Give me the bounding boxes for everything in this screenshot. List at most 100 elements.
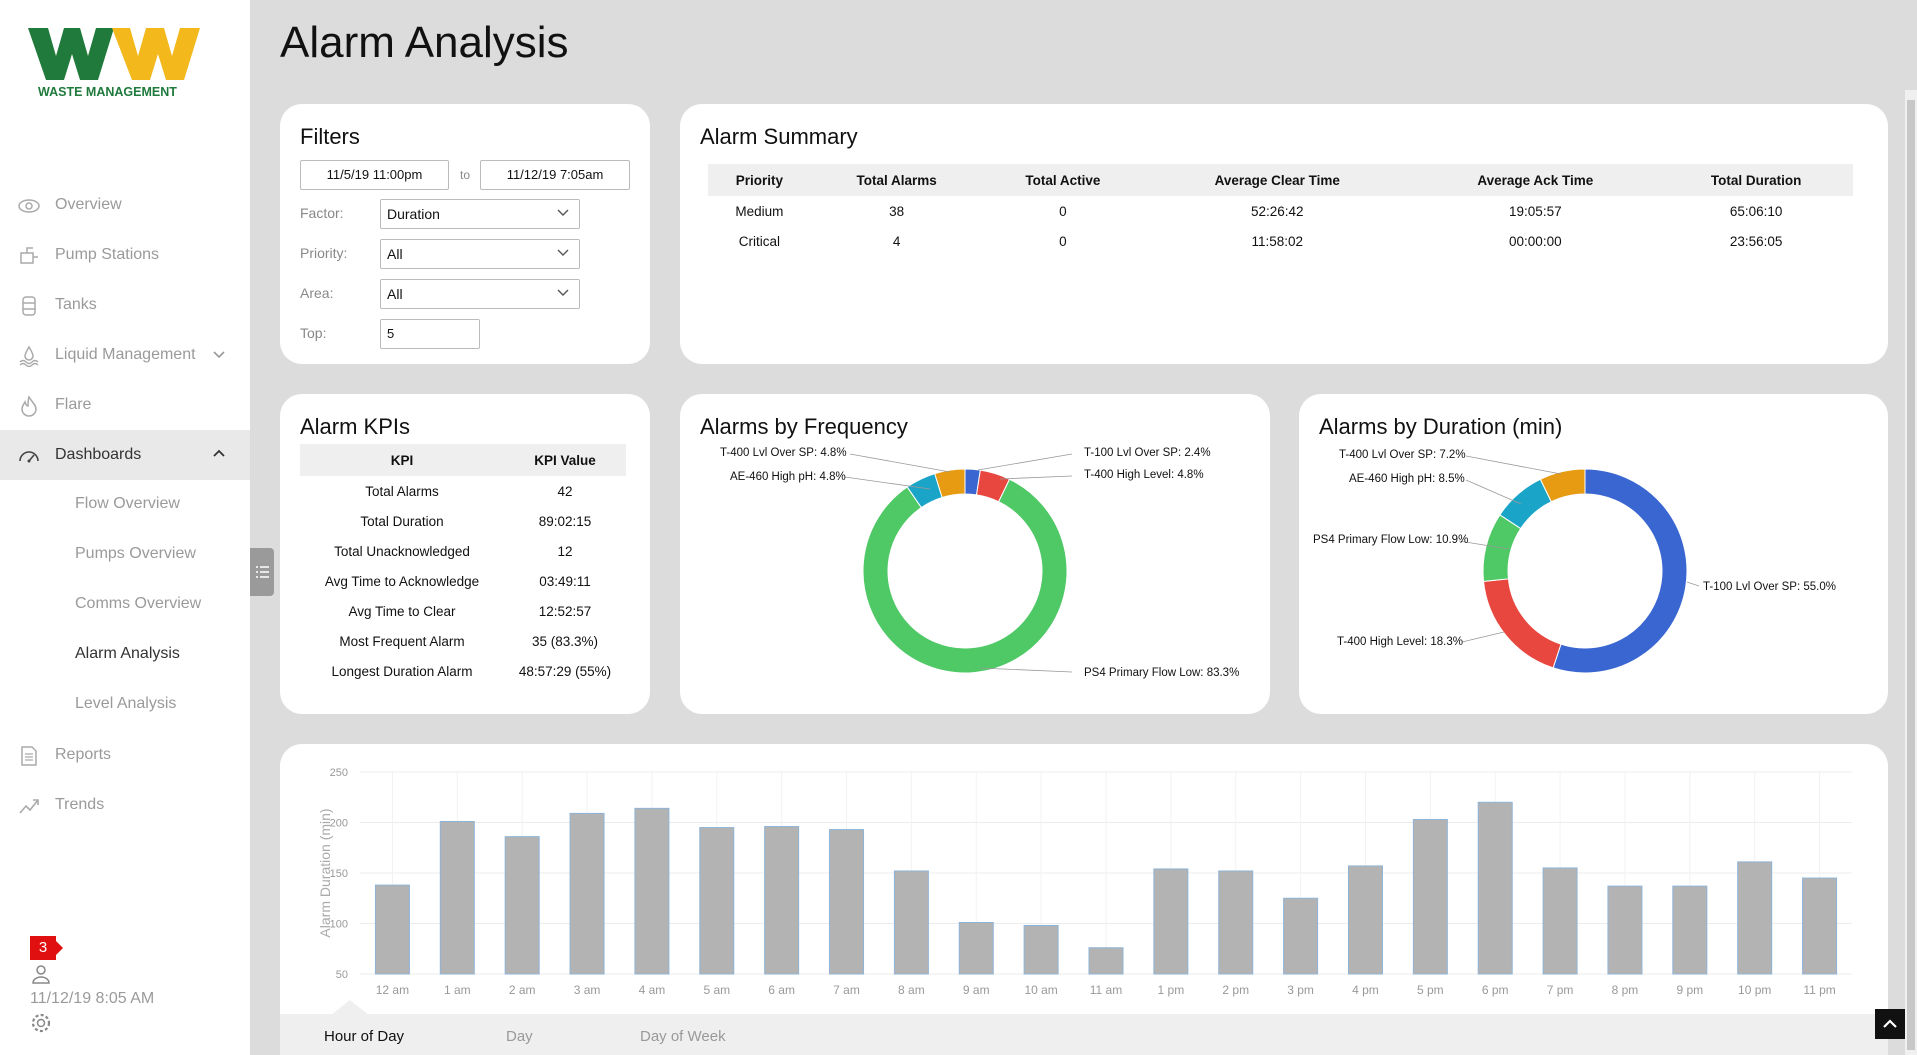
nav-reports[interactable]: Reports bbox=[0, 730, 250, 780]
nav-dashboards[interactable]: Dashboards bbox=[0, 430, 250, 480]
area-select[interactable]: All bbox=[380, 279, 580, 309]
x-tick-label: 12 am bbox=[376, 983, 409, 997]
nav-pumps-overview[interactable]: Pumps Overview bbox=[75, 545, 196, 562]
nav-alarm-analysis[interactable]: Alarm Analysis bbox=[75, 645, 180, 662]
priority-select[interactable]: All bbox=[380, 239, 580, 269]
bar[interactable] bbox=[1412, 818, 1448, 975]
table-row: Longest Duration Alarm 48:57:29 (55%) bbox=[300, 656, 626, 686]
nav-flare-label: Flare bbox=[55, 396, 92, 413]
x-tick-label: 7 pm bbox=[1547, 983, 1574, 997]
table-row: Medium 38 0 52:26:42 19:05:57 65:06:10 bbox=[708, 196, 1853, 226]
chevron-down-icon bbox=[557, 209, 569, 216]
x-tick-label: 7 am bbox=[833, 983, 860, 997]
alarm-kpis-table: KPI KPI Value Total Alarms 42 Total Durat… bbox=[300, 444, 626, 686]
tab-day-of-week[interactable]: Day of Week bbox=[640, 1028, 726, 1045]
nav-trends[interactable]: Trends bbox=[0, 780, 250, 830]
x-tick-label: 9 pm bbox=[1676, 983, 1703, 997]
nav-trends-label: Trends bbox=[55, 796, 105, 813]
factor-select[interactable]: Duration bbox=[380, 199, 580, 229]
start-date-input[interactable]: 11/5/19 11:00pm bbox=[300, 160, 449, 190]
col-total-alarms: Total Alarms bbox=[810, 164, 983, 196]
bar[interactable] bbox=[1153, 868, 1189, 975]
bar[interactable] bbox=[1218, 870, 1254, 975]
table-cell: 48:57:29 (55%) bbox=[518, 663, 612, 679]
chevron-down-icon bbox=[557, 289, 569, 296]
x-tick-label: 3 pm bbox=[1287, 983, 1314, 997]
scroll-to-top-button[interactable] bbox=[1875, 1009, 1905, 1039]
table-row: Avg Time to Clear 12:52:57 bbox=[300, 596, 626, 626]
y-tick-label: 200 bbox=[330, 818, 348, 830]
bar[interactable] bbox=[1477, 801, 1513, 975]
bar[interactable] bbox=[1023, 925, 1059, 975]
bar[interactable] bbox=[1802, 877, 1838, 975]
scrollbar-thumb[interactable] bbox=[1907, 100, 1915, 1050]
table-row: Total Duration 89:02:15 bbox=[300, 506, 626, 536]
page-scrollbar[interactable] bbox=[1905, 90, 1917, 1055]
bar[interactable] bbox=[634, 807, 670, 975]
table-row: Total Alarms 42 bbox=[300, 476, 626, 506]
table-cell: 0 bbox=[1059, 203, 1067, 219]
notification-badge[interactable]: 3 bbox=[30, 936, 63, 960]
nav-tanks-label: Tanks bbox=[55, 296, 97, 313]
table-cell: 52:26:42 bbox=[1250, 203, 1304, 219]
bar[interactable] bbox=[374, 884, 410, 975]
bar[interactable] bbox=[504, 836, 540, 975]
nav-level-analysis[interactable]: Level Analysis bbox=[75, 695, 177, 712]
bar[interactable] bbox=[1542, 867, 1578, 975]
dur-label-t400sp: T-400 Lvl Over SP: 7.2% bbox=[1339, 449, 1466, 461]
leader-line bbox=[1465, 455, 1562, 475]
user-icon[interactable] bbox=[30, 964, 52, 984]
donut-slice[interactable] bbox=[862, 478, 1068, 674]
nav-comms-overview[interactable]: Comms Overview bbox=[75, 595, 202, 612]
col-total-active: Total Active bbox=[982, 164, 1144, 196]
x-tick-label: 9 am bbox=[963, 983, 990, 997]
bar[interactable] bbox=[569, 812, 605, 975]
bar[interactable] bbox=[1088, 947, 1124, 975]
table-cell: 35 (83.3%) bbox=[531, 633, 599, 649]
bar[interactable] bbox=[699, 827, 735, 975]
y-tick-label: 150 bbox=[330, 868, 348, 880]
bar[interactable] bbox=[764, 826, 800, 975]
area-label: Area: bbox=[300, 285, 334, 301]
dur-label-t400hl: T-400 High Level: 18.3% bbox=[1337, 636, 1463, 648]
end-date-input[interactable]: 11/12/19 7:05am bbox=[480, 160, 630, 190]
tab-day[interactable]: Day bbox=[506, 1028, 533, 1045]
donut-slice[interactable] bbox=[1482, 578, 1562, 669]
table-cell: Total Unacknowledged bbox=[334, 543, 470, 559]
nav-tanks[interactable]: Tanks bbox=[0, 280, 250, 330]
tab-hour-of-day[interactable]: Hour of Day bbox=[324, 1028, 405, 1045]
bar[interactable] bbox=[829, 829, 865, 975]
bar[interactable] bbox=[1672, 885, 1708, 975]
waste-management-logo[interactable]: WASTE MANAGEMENT bbox=[28, 26, 222, 98]
table-cell: Critical bbox=[738, 233, 781, 249]
x-tick-label: 6 am bbox=[768, 983, 795, 997]
x-tick-label: 5 pm bbox=[1417, 983, 1444, 997]
nav-pump-stations[interactable]: Pump Stations bbox=[0, 230, 250, 280]
bar[interactable] bbox=[1347, 865, 1383, 975]
bar[interactable] bbox=[958, 921, 994, 975]
nav-overview[interactable]: Overview bbox=[0, 180, 250, 230]
table-cell: 23:56:05 bbox=[1729, 233, 1783, 249]
bar[interactable] bbox=[1737, 861, 1773, 975]
top-input[interactable]: 5 bbox=[380, 319, 480, 349]
x-tick-label: 8 am bbox=[898, 983, 925, 997]
sidebar-collapse-toggle[interactable] bbox=[250, 548, 274, 596]
donut-slice[interactable] bbox=[1539, 468, 1586, 503]
priority-value: All bbox=[387, 246, 403, 262]
donut-slice[interactable] bbox=[1552, 468, 1688, 674]
bar[interactable] bbox=[1607, 885, 1643, 975]
logo-subtitle: WASTE MANAGEMENT bbox=[38, 85, 177, 98]
nav-flow-overview[interactable]: Flow Overview bbox=[75, 495, 180, 512]
leader-line bbox=[844, 476, 931, 490]
bar[interactable] bbox=[893, 870, 929, 975]
duration-title: Alarms by Duration (min) bbox=[1319, 414, 1563, 439]
bar[interactable] bbox=[439, 820, 475, 975]
bar[interactable] bbox=[1283, 897, 1319, 975]
dur-label-t100sp: T-100 Lvl Over SP: 55.0% bbox=[1703, 581, 1836, 593]
nav-liquid-management[interactable]: Liquid Management bbox=[0, 330, 250, 380]
nav-reports-label: Reports bbox=[55, 746, 112, 763]
leader-line bbox=[999, 475, 1073, 480]
nav-flare[interactable]: Flare bbox=[0, 380, 250, 430]
alarm-summary-card: Alarm Summary Priority Total Alarms Tota… bbox=[680, 104, 1888, 364]
gear-icon[interactable] bbox=[30, 1012, 52, 1034]
